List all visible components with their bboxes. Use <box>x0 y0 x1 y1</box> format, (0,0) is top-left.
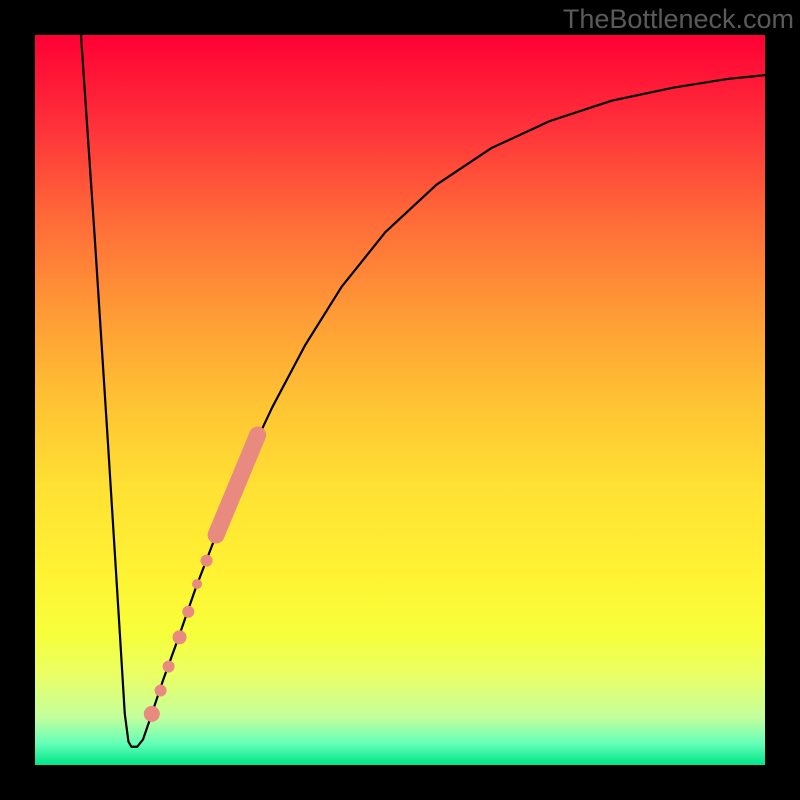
chart-container: TheBottleneck.com <box>0 0 800 800</box>
plot-area <box>35 35 765 765</box>
gradient-background <box>35 35 765 765</box>
watermark-text: TheBottleneck.com <box>563 4 794 35</box>
